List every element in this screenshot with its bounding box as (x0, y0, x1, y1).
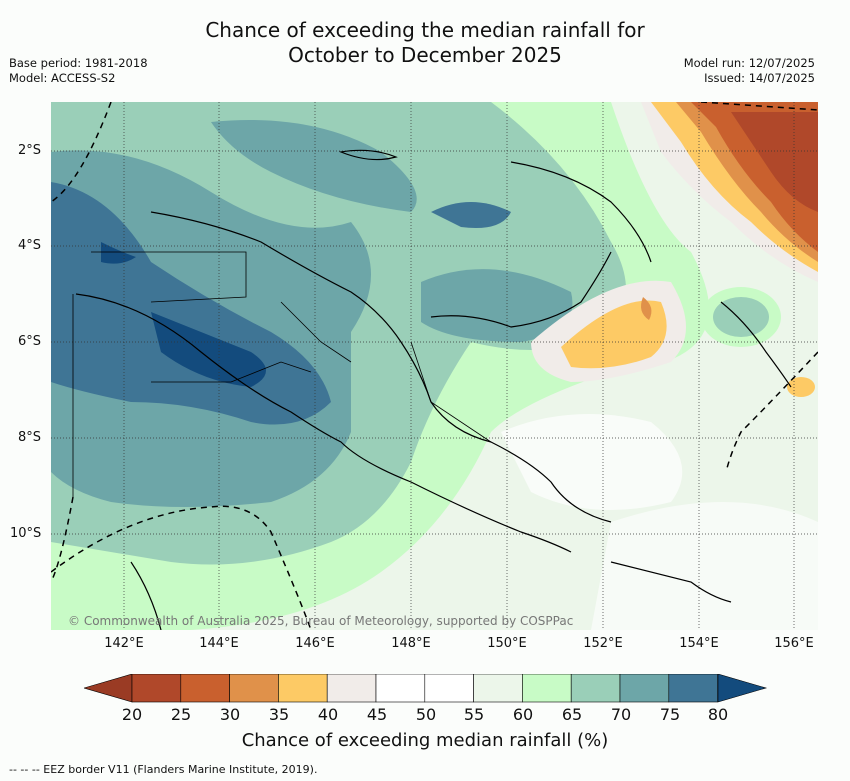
lon-tick-156e: 156°E (774, 636, 814, 651)
colorbar-cell (424, 674, 474, 703)
colorbar-cell (570, 674, 621, 703)
lat-tick-6s: 6°S (18, 334, 42, 349)
zone-70-75-north (211, 120, 417, 212)
colorbar-cell (375, 674, 426, 703)
metadata-left: Base period: 1981-2018 Model: ACCESS-S2 (9, 56, 148, 86)
colorbar-cell (278, 674, 328, 703)
colorbar-cell (326, 674, 377, 703)
graticule (51, 102, 818, 630)
colorbar-cell (668, 674, 718, 703)
colorbar-cell (180, 674, 230, 703)
cb-label-30: 30 (219, 705, 241, 724)
lon-tick-144e: 144°E (199, 636, 239, 651)
colorbar-title: Chance of exceeding median rainfall (%) (241, 730, 609, 751)
cb-label-25: 25 (170, 705, 192, 724)
lon-tick-150e: 150°E (487, 636, 527, 651)
eez-border (51, 102, 818, 630)
zone-over-80 (151, 312, 266, 387)
model-run: Model run: 12/07/2025 (683, 56, 815, 70)
base-period: Base period: 1981-2018 (9, 56, 148, 70)
issued-date: Issued: 14/07/2025 (704, 71, 815, 85)
eez-legend-note: -- -- -- EEZ border V11 (Flanders Marine… (9, 763, 318, 776)
cb-label-45: 45 (366, 705, 388, 724)
cb-label-60: 60 (512, 705, 534, 724)
zone-45-55-south (591, 502, 818, 630)
colorbar-cell (473, 674, 523, 703)
model-name: Model: ACCESS-S2 (9, 71, 116, 85)
cb-label-75: 75 (659, 705, 681, 724)
colorbar-low-extend (84, 674, 133, 703)
zone-dry-central-core (641, 297, 652, 320)
zone-70-75-east (421, 269, 573, 342)
colorbar (84, 674, 768, 703)
zone-20-25 (731, 112, 818, 212)
lon-tick-154e: 154°E (679, 636, 719, 651)
lon-tick-142e: 142°E (104, 636, 144, 651)
lon-tick-148e: 148°E (391, 636, 431, 651)
colorbar-cells (131, 674, 718, 703)
lat-tick-8s: 8°S (18, 430, 42, 445)
metadata-right: Model run: 12/07/2025 Issued: 14/07/2025 (684, 56, 815, 86)
lat-tick-2s: 2°S (18, 143, 42, 158)
coastline (75, 149, 792, 630)
title-line-1: Chance of exceeding the median rainfall … (205, 18, 645, 42)
cb-label-55: 55 (463, 705, 485, 724)
cb-label-50: 50 (415, 705, 437, 724)
map-credit: © Commonwealth of Australia 2025, Bureau… (68, 614, 574, 628)
colorbar-high-extend (717, 674, 768, 703)
colorbar-cell (229, 674, 279, 703)
map-title: Chance of exceeding the median rainfall … (0, 18, 850, 68)
lon-tick-152e: 152°E (583, 636, 623, 651)
province-borders (72, 251, 492, 497)
cb-label-40: 40 (317, 705, 339, 724)
zone-75-80-north (431, 202, 511, 228)
cb-label-80: 80 (707, 705, 729, 724)
cb-label-65: 65 (561, 705, 583, 724)
colorbar-cell (522, 674, 572, 703)
title-line-2: October to December 2025 (288, 43, 562, 67)
cb-label-20: 20 (121, 705, 143, 724)
lat-tick-10s: 10°S (10, 526, 42, 541)
colorbar-cell (131, 674, 182, 703)
map-svg (51, 102, 818, 630)
cb-label-70: 70 (610, 705, 632, 724)
zone-dry-central (561, 300, 667, 369)
lat-tick-4s: 4°S (18, 238, 42, 253)
rainfall-map: © Commonwealth of Australia 2025, Bureau… (51, 102, 818, 630)
cb-label-35: 35 (268, 705, 290, 724)
zone-over-80-west (101, 242, 136, 264)
colorbar-cell (619, 674, 670, 703)
lon-tick-146e: 146°E (295, 636, 335, 651)
